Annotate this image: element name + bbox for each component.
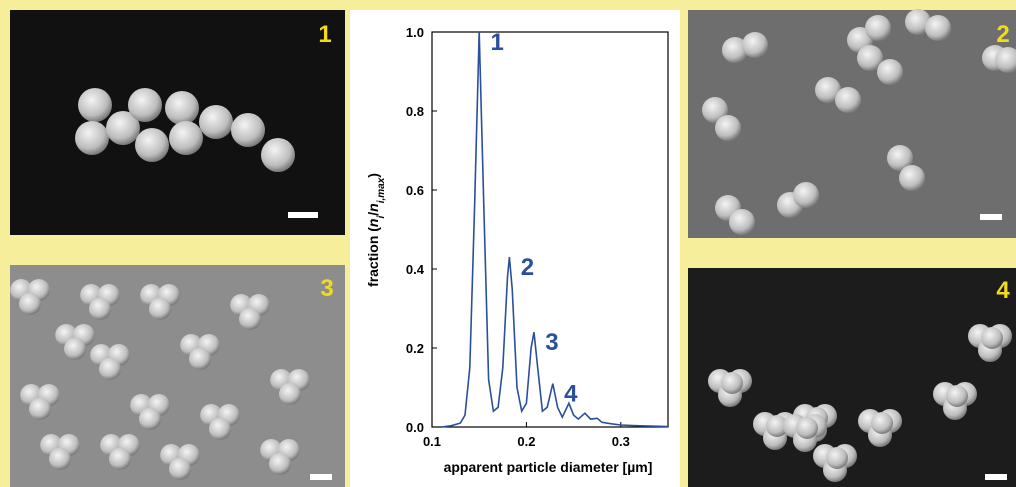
particle — [109, 448, 131, 470]
peak-label: 2 — [521, 254, 534, 281]
particle — [721, 372, 743, 394]
peak-label: 3 — [545, 329, 558, 356]
panel-label: 1 — [318, 21, 331, 48]
panel-label: 3 — [320, 275, 333, 302]
y-tick-label: 0.6 — [406, 183, 424, 198]
y-label-part: n — [365, 219, 381, 228]
particle — [64, 338, 86, 360]
chart-panel — [350, 10, 680, 487]
y-label-part: ) — [365, 173, 381, 178]
particle — [231, 113, 265, 147]
particle — [49, 448, 71, 470]
particle — [29, 398, 51, 420]
particle — [946, 385, 968, 407]
particle — [19, 293, 41, 315]
x-axis-label: apparent particle diameter [µm] — [444, 459, 653, 475]
particle — [871, 412, 893, 434]
scale-bar — [288, 212, 318, 218]
scale-bar — [985, 474, 1007, 480]
particle — [75, 121, 109, 155]
particle — [199, 105, 233, 139]
particle — [139, 408, 161, 430]
scale-bar — [310, 474, 332, 480]
particle — [239, 308, 261, 330]
y-tick-label: 0.2 — [406, 341, 424, 356]
particle — [189, 348, 211, 370]
panel-label: 2 — [996, 21, 1009, 48]
particle — [865, 15, 891, 41]
particle — [78, 88, 112, 122]
particle — [925, 15, 951, 41]
y-label-part: fraction ( — [365, 227, 381, 287]
particle — [981, 327, 1003, 349]
figure: 1 2 3 4 apparent particle diameter [µm] … — [0, 0, 1016, 487]
particle — [877, 59, 903, 85]
particle — [826, 447, 848, 469]
particle — [128, 88, 162, 122]
particle — [209, 418, 231, 440]
panel-label: 4 — [996, 277, 1010, 304]
y-tick-label: 0.8 — [406, 104, 424, 119]
particle — [99, 358, 121, 380]
particle — [269, 453, 291, 475]
particle — [279, 383, 301, 405]
scale-bar — [980, 214, 1002, 220]
peak-label: 1 — [491, 29, 504, 56]
particle — [742, 32, 768, 58]
y-label-part: i,max — [376, 177, 387, 203]
y-label-part: n — [365, 203, 381, 212]
y-tick-label: 1.0 — [406, 25, 424, 40]
y-tick-label: 0.0 — [406, 420, 424, 435]
peak-label: 4 — [564, 381, 578, 408]
particle — [835, 87, 861, 113]
particle — [169, 458, 191, 480]
particle — [261, 138, 295, 172]
x-tick-label: 0.1 — [423, 434, 441, 449]
particle — [135, 128, 169, 162]
y-tick-label: 0.4 — [406, 262, 425, 277]
particle — [149, 298, 171, 320]
particle — [729, 209, 755, 235]
particle — [796, 417, 818, 439]
x-tick-label: 0.2 — [517, 434, 535, 449]
particle — [165, 91, 199, 125]
particle — [89, 298, 111, 320]
particle — [899, 165, 925, 191]
x-tick-label: 0.3 — [612, 434, 630, 449]
particle — [793, 182, 819, 208]
particle — [169, 121, 203, 155]
particle — [715, 115, 741, 141]
